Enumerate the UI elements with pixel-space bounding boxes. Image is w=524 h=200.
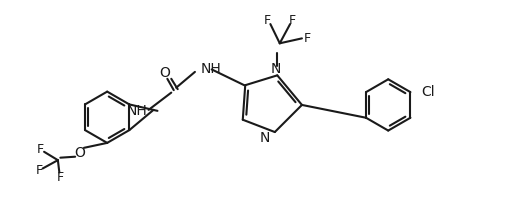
Text: N: N bbox=[260, 131, 270, 145]
Text: F: F bbox=[57, 171, 64, 184]
Text: F: F bbox=[36, 164, 42, 178]
Text: F: F bbox=[37, 143, 44, 156]
Text: O: O bbox=[159, 66, 170, 80]
Text: O: O bbox=[74, 146, 85, 160]
Text: F: F bbox=[289, 14, 296, 27]
Text: NH: NH bbox=[127, 104, 148, 118]
Text: Cl: Cl bbox=[421, 85, 435, 99]
Text: NH: NH bbox=[201, 62, 222, 76]
Text: F: F bbox=[264, 14, 271, 27]
Text: N: N bbox=[270, 62, 281, 76]
Text: F: F bbox=[303, 32, 310, 45]
